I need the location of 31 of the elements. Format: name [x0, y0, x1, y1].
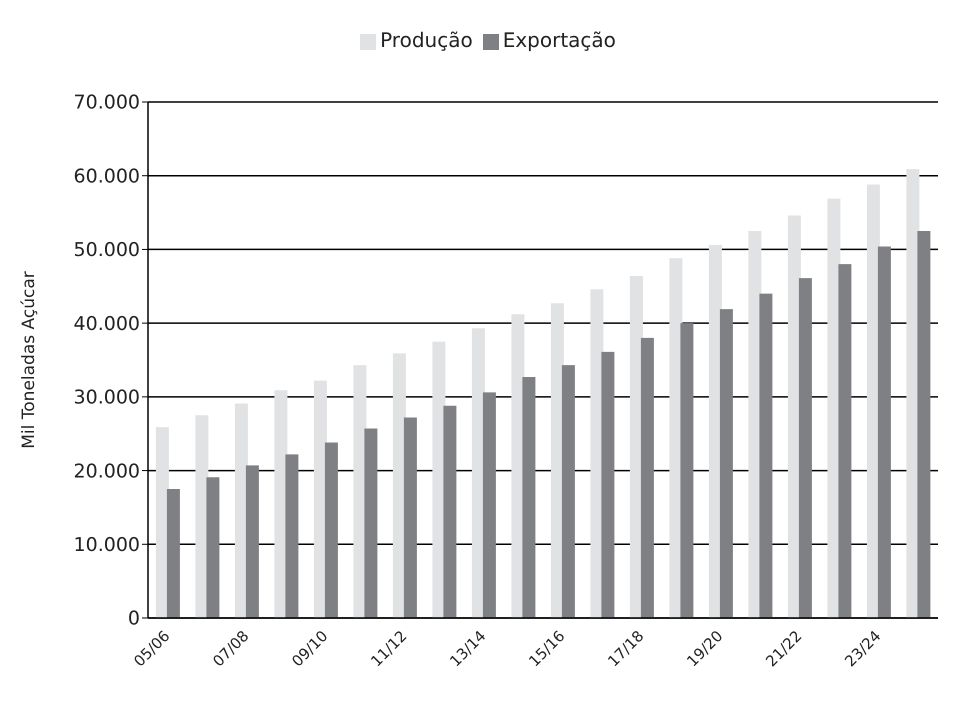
bar	[206, 477, 220, 618]
bar	[798, 278, 812, 618]
bar	[917, 231, 930, 618]
legend-label: Exportação	[502, 28, 616, 52]
bar	[404, 417, 417, 618]
bar	[720, 309, 733, 618]
bar	[878, 246, 891, 618]
bar	[324, 442, 338, 618]
legend-label: Produção	[380, 28, 473, 52]
bar	[166, 489, 180, 618]
bar	[443, 406, 456, 618]
y-axis-title: Mil Toneladas Açúcar	[19, 271, 40, 449]
bar	[522, 376, 536, 618]
y-tick-label: 60.000	[74, 165, 140, 188]
y-tick-label: 40.000	[74, 312, 140, 335]
bar	[759, 294, 772, 618]
bar	[562, 365, 575, 618]
y-tick-label: 30.000	[74, 386, 140, 409]
y-tick-label: 0	[128, 608, 140, 630]
y-tick-label: 10.000	[74, 534, 140, 556]
bar	[364, 428, 378, 618]
bar	[246, 465, 259, 618]
bar	[601, 352, 614, 618]
bar	[838, 264, 852, 618]
y-tick-label: 70.000	[74, 92, 140, 114]
y-tick-label: 20.000	[74, 460, 140, 482]
bar	[285, 454, 298, 618]
y-tick-label: 50.000	[74, 239, 140, 262]
bar	[482, 392, 496, 618]
bar	[680, 323, 694, 618]
bar	[640, 338, 654, 618]
